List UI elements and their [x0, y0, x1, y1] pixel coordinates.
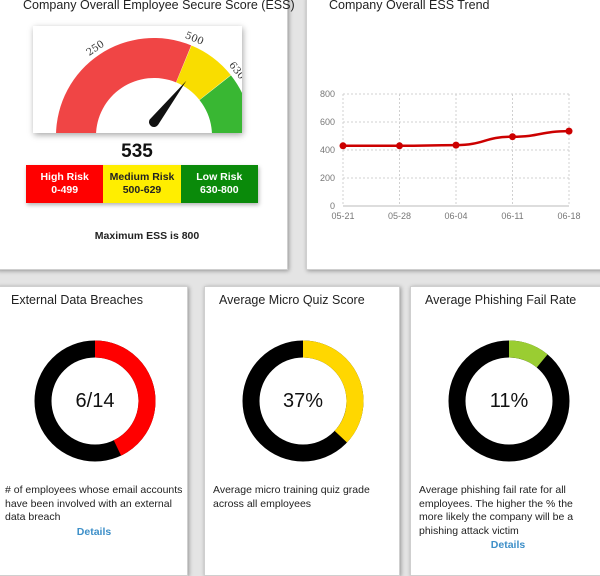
quiz-donut-value: 37%: [241, 339, 365, 463]
breach-donut-value: 6/14: [33, 339, 157, 463]
breach-description: # of employees whose email accounts have…: [5, 484, 183, 539]
micro-quiz-score-card: Average Micro Quiz Score 37% Average mic…: [204, 286, 400, 576]
breach-details-link[interactable]: Details: [5, 526, 183, 540]
ess-gauge: 0250500630800: [33, 26, 242, 133]
risk-legend: High Risk 0-499 Medium Risk 500-629 Low …: [26, 165, 258, 203]
trend-y-tick-2: 400: [320, 145, 335, 155]
risk-medium-label: Medium Risk: [103, 171, 180, 184]
trend-y-tick-4: 800: [320, 89, 335, 99]
risk-low-box: Low Risk 630-800: [181, 165, 258, 203]
phish-description: Average phishing fail rate for all emplo…: [419, 484, 597, 553]
trend-point-0[interactable]: [340, 142, 347, 149]
trend-y-tick-1: 200: [320, 173, 335, 183]
trend-x-tick-2: 06-04: [444, 211, 467, 221]
phishing-fail-rate-card: Average Phishing Fail Rate 11% Average p…: [410, 286, 600, 576]
breach-description-text: # of employees whose email accounts have…: [5, 484, 182, 523]
quiz-donut: 37%: [241, 339, 365, 463]
risk-high-label: High Risk: [26, 171, 103, 184]
gauge-band-0: [56, 38, 191, 133]
risk-low-range: 630-800: [181, 184, 258, 197]
trend-x-tick-4: 06-18: [557, 211, 580, 221]
phish-description-text: Average phishing fail rate for all emplo…: [419, 484, 573, 537]
trend-y-tick-3: 600: [320, 117, 335, 127]
gauge-needle: [149, 81, 186, 127]
ess-card: Company Overall Employee Secure Score (E…: [0, 0, 288, 270]
trend-y-tick-0: 0: [330, 201, 335, 211]
phish-donut: 11%: [447, 339, 571, 463]
external-data-breaches-card: External Data Breaches 6/14 # of employe…: [0, 286, 188, 576]
risk-medium-box: Medium Risk 500-629: [103, 165, 180, 203]
ess-card-title: Company Overall Employee Secure Score (E…: [15, 0, 295, 12]
quiz-description-text: Average micro training quiz grade across…: [213, 484, 370, 510]
phish-details-link[interactable]: Details: [419, 539, 597, 553]
phish-donut-value: 11%: [447, 339, 571, 463]
trend-point-1[interactable]: [396, 142, 403, 149]
ess-gauge-panel: 0250500630800: [33, 26, 242, 133]
breach-donut: 6/14: [33, 339, 157, 463]
ess-score-value: 535: [97, 141, 177, 163]
risk-high-box: High Risk 0-499: [26, 165, 103, 203]
trend-x-tick-3: 06-11: [501, 211, 523, 221]
phish-card-title: Average Phishing Fail Rate: [417, 293, 576, 307]
trend-x-tick-1: 05-28: [388, 211, 411, 221]
risk-low-label: Low Risk: [181, 171, 258, 184]
trend-point-2[interactable]: [453, 142, 460, 149]
trend-point-3[interactable]: [509, 133, 516, 140]
breach-card-title: External Data Breaches: [3, 293, 143, 307]
quiz-card-title: Average Micro Quiz Score: [211, 293, 365, 307]
ess-trend-chart: 0 200 400 600 800 05-21 05-28 06-04 06-11 06-18: [307, 0, 600, 271]
max-ess-note: Maximum ESS is 800: [37, 230, 257, 242]
trend-point-4[interactable]: [566, 128, 573, 135]
risk-high-range: 0-499: [26, 184, 103, 197]
risk-medium-range: 500-629: [103, 184, 180, 197]
trend-x-tick-0: 05-21: [331, 211, 354, 221]
quiz-description: Average micro training quiz grade across…: [213, 484, 391, 511]
